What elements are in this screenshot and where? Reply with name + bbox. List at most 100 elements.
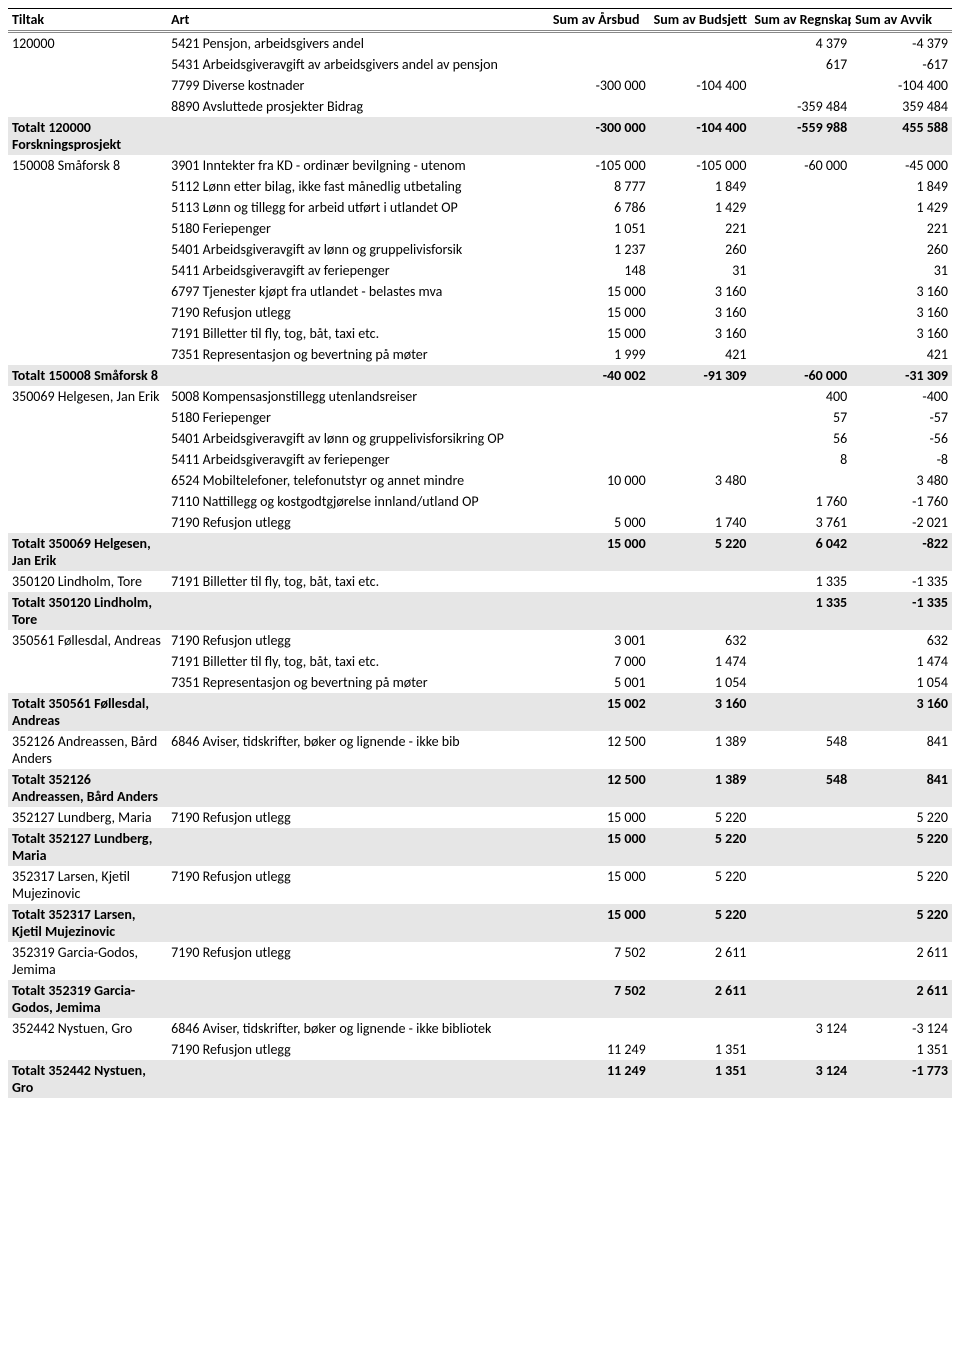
cell-value: 8 [750, 449, 851, 470]
cell-value [750, 630, 851, 651]
cell-value: 15 000 [549, 807, 650, 828]
cell-art: 5431 Arbeidsgiveravgift av arbeidsgivers… [167, 54, 549, 75]
cell-value: 5 000 [549, 512, 650, 533]
table-row: 5113 Lønn og tillegg for arbeid utført i… [8, 197, 952, 218]
cell-art: 5113 Lønn og tillegg for arbeid utført i… [167, 197, 549, 218]
cell-art [167, 533, 549, 571]
cell-value [650, 32, 751, 55]
cell-tiltak [8, 302, 167, 323]
col-budsjett: Sum av Budsjett [650, 9, 751, 32]
header-row: Tiltak Art Sum av Årsbud Sum av Budsjett… [8, 9, 952, 32]
table-row: 6797 Tjenester kjøpt fra utlandet - bela… [8, 281, 952, 302]
cell-value [650, 571, 751, 592]
total-row: Totalt 352319 Garcia-Godos, Jemima7 5022… [8, 980, 952, 1018]
cell-value: 3 001 [549, 630, 650, 651]
cell-art: 7190 Refusjon utlegg [167, 866, 549, 904]
cell-tiltak [8, 218, 167, 239]
cell-value: 548 [750, 769, 851, 807]
table-row: 5431 Arbeidsgiveravgift av arbeidsgivers… [8, 54, 952, 75]
cell-value [549, 428, 650, 449]
cell-value: 3 124 [750, 1060, 851, 1098]
cell-value [549, 96, 650, 117]
cell-value: 3 160 [650, 281, 751, 302]
cell-art [167, 904, 549, 942]
cell-value: -56 [851, 428, 952, 449]
cell-art: 7191 Billetter til fly, tog, båt, taxi e… [167, 651, 549, 672]
cell-value [650, 449, 751, 470]
cell-value [650, 54, 751, 75]
cell-value: -1 335 [851, 592, 952, 630]
cell-value: 6 786 [549, 197, 650, 218]
cell-tiltak [8, 96, 167, 117]
cell-value: 15 000 [549, 281, 650, 302]
cell-value: 11 249 [549, 1060, 650, 1098]
cell-tiltak [8, 491, 167, 512]
cell-art: 6846 Aviser, tidskrifter, bøker og ligne… [167, 731, 549, 769]
cell-tiltak [8, 239, 167, 260]
cell-tiltak [8, 281, 167, 302]
cell-value: 260 [851, 239, 952, 260]
cell-value: -617 [851, 54, 952, 75]
total-row: Totalt 350561 Føllesdal, Andreas15 0023 … [8, 693, 952, 731]
cell-tiltak: 352317 Larsen, Kjetil Mujezinovic [8, 866, 167, 904]
cell-value [650, 96, 751, 117]
cell-value: 3 480 [650, 470, 751, 491]
cell-value: 3 160 [650, 302, 751, 323]
table-row: 352317 Larsen, Kjetil Mujezinovic7190 Re… [8, 866, 952, 904]
cell-art [167, 592, 549, 630]
cell-value: 15 000 [549, 866, 650, 904]
cell-value: 1 849 [650, 176, 751, 197]
cell-tiltak: 352319 Garcia-Godos, Jemima [8, 942, 167, 980]
cell-value: 1 474 [851, 651, 952, 672]
cell-tiltak: Totalt 120000 Forskningsprosjekt [8, 117, 167, 155]
cell-art: 3901 Inntekter fra KD - ordinær bevilgni… [167, 155, 549, 176]
cell-value: 15 002 [549, 693, 650, 731]
cell-value: 5 220 [650, 828, 751, 866]
cell-tiltak: 150008 Småforsk 8 [8, 155, 167, 176]
cell-value [750, 344, 851, 365]
cell-art: 5112 Lønn etter bilag, ikke fast månedli… [167, 176, 549, 197]
cell-art: 7190 Refusjon utlegg [167, 630, 549, 651]
cell-value: 260 [650, 239, 751, 260]
table-row: 7799 Diverse kostnader-300 000-104 400-1… [8, 75, 952, 96]
cell-value: -559 988 [750, 117, 851, 155]
cell-value [750, 470, 851, 491]
table-row: 5411 Arbeidsgiveravgift av feriepenger8-… [8, 449, 952, 470]
cell-value: 1 335 [750, 571, 851, 592]
cell-value: -104 400 [851, 75, 952, 96]
cell-art [167, 1060, 549, 1098]
cell-value: -400 [851, 386, 952, 407]
cell-value: 12 500 [549, 769, 650, 807]
cell-art: 7190 Refusjon utlegg [167, 1039, 549, 1060]
table-row: 5411 Arbeidsgiveravgift av feriepenger14… [8, 260, 952, 281]
cell-art [167, 769, 549, 807]
table-row: 5180 Feriepenger1 051221221 [8, 218, 952, 239]
cell-value [650, 386, 751, 407]
cell-tiltak: Totalt 350069 Helgesen, Jan Erik [8, 533, 167, 571]
cell-value: 5 220 [851, 828, 952, 866]
cell-value: -822 [851, 533, 952, 571]
cell-value: 359 484 [851, 96, 952, 117]
table-row: 352127 Lundberg, Maria7190 Refusjon utle… [8, 807, 952, 828]
cell-tiltak: 352127 Lundberg, Maria [8, 807, 167, 828]
cell-art: 7190 Refusjon utlegg [167, 807, 549, 828]
cell-value: 8 777 [549, 176, 650, 197]
cell-value [750, 323, 851, 344]
cell-value [750, 651, 851, 672]
table-row: 7191 Billetter til fly, tog, båt, taxi e… [8, 323, 952, 344]
cell-value [750, 980, 851, 1018]
cell-art: 5411 Arbeidsgiveravgift av feriepenger [167, 449, 549, 470]
cell-value: 1 389 [650, 769, 751, 807]
cell-art: 6797 Tjenester kjøpt fra utlandet - bela… [167, 281, 549, 302]
cell-value: 841 [851, 731, 952, 769]
table-row: 8890 Avsluttede prosjekter Bidrag-359 48… [8, 96, 952, 117]
cell-value: 221 [650, 218, 751, 239]
cell-value: -1 773 [851, 1060, 952, 1098]
cell-art: 5008 Kompensasjonstillegg utenlandsreise… [167, 386, 549, 407]
cell-tiltak [8, 407, 167, 428]
cell-art: 7799 Diverse kostnader [167, 75, 549, 96]
table-row: 7191 Billetter til fly, tog, båt, taxi e… [8, 651, 952, 672]
col-arsbud: Sum av Årsbud [549, 9, 650, 32]
cell-value: 1 999 [549, 344, 650, 365]
cell-value: 1 051 [549, 218, 650, 239]
